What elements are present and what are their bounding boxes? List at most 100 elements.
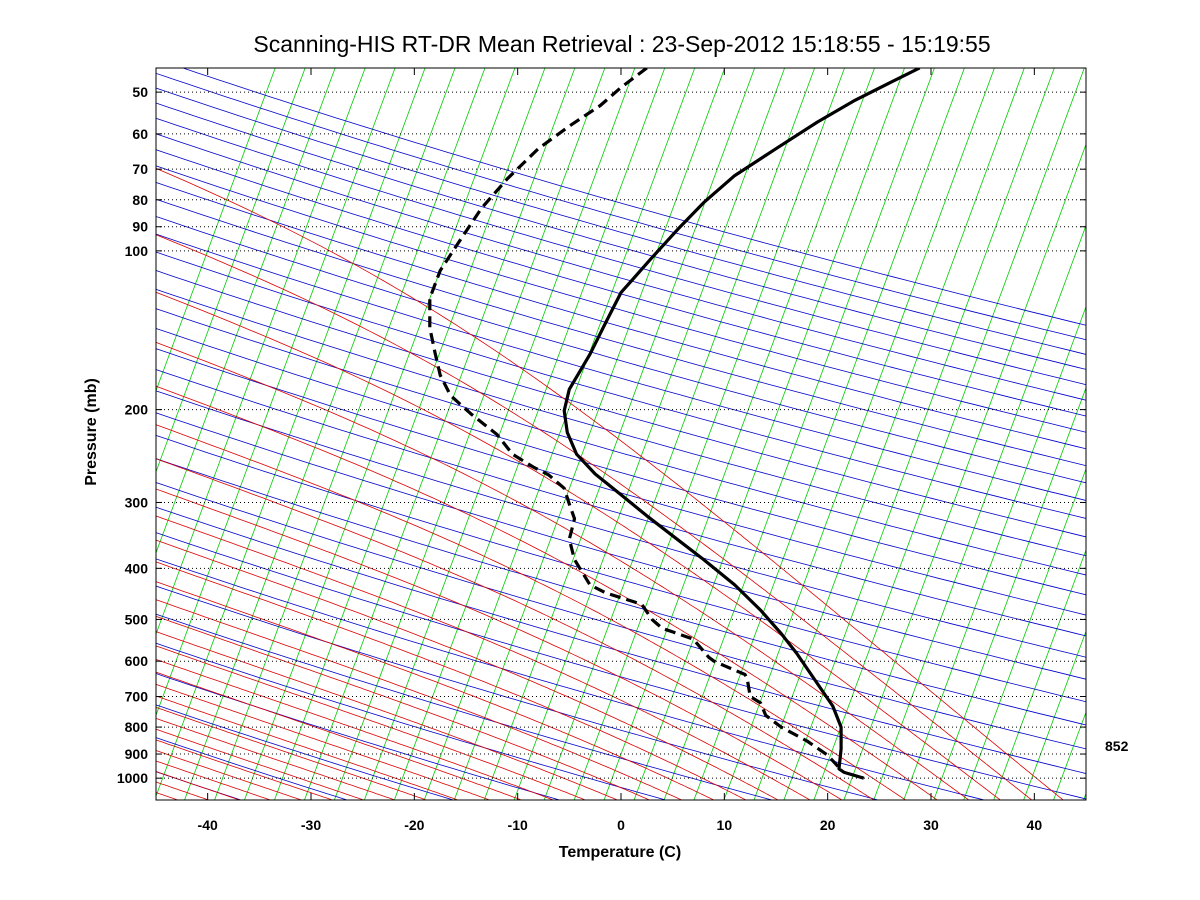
moist-adiabat-line — [156, 739, 334, 800]
mixing-ratio-line — [274, 68, 546, 800]
moist-adiabat-line — [156, 671, 523, 800]
x-tick-label: 10 — [717, 817, 733, 833]
moist-adiabat-line — [156, 615, 651, 800]
x-tick-label: -10 — [508, 817, 528, 833]
dry-adiabat-line — [156, 133, 1086, 401]
dry-adiabat-line — [156, 585, 880, 800]
y-tick-label: 100 — [125, 243, 149, 259]
moist-adiabat-line — [156, 458, 875, 800]
dewpoint-profile-line — [428, 68, 840, 768]
temperature-profile-line — [562, 68, 921, 780]
y-tick-label: 500 — [125, 611, 149, 627]
profiles — [428, 68, 921, 780]
moist-adiabat-line — [156, 488, 843, 800]
mixing-ratio-line — [663, 68, 935, 800]
mixing-ratio-line — [1023, 630, 1086, 800]
y-axis-ticks: 50 60 70 80 90 100 200 300 400 500 600 700 800 900 100… — [117, 84, 1086, 786]
dry-adiabat-line — [156, 165, 1086, 433]
moist-adiabat-line — [156, 781, 210, 800]
dry-adiabat-line — [156, 102, 1086, 370]
y-tick-label: 70 — [132, 161, 148, 177]
dry-adiabat-line — [156, 181, 1086, 450]
mixing-ratio-line — [903, 305, 1086, 800]
x-tick-label: 40 — [1027, 817, 1043, 833]
moist-adiabat-line — [156, 539, 779, 800]
mixing-ratio-line — [603, 68, 875, 800]
mixing-ratio-line — [363, 68, 636, 800]
y-tick-label: 400 — [125, 560, 149, 576]
moist-adiabat-line — [156, 341, 970, 800]
dry-adiabat-line — [156, 288, 1086, 557]
moist-adiabat-line — [156, 234, 1033, 800]
dry-adiabat-line — [156, 434, 1086, 703]
plot-area — [155, 67, 1087, 801]
y-tick-label: 80 — [132, 192, 148, 208]
y-tick-label: 200 — [125, 402, 149, 418]
moist-adiabat-line — [156, 750, 303, 800]
dry-adiabat-line — [156, 412, 1086, 680]
x-axis-label: Temperature (C) — [559, 844, 681, 861]
y-tick-label: 600 — [125, 653, 149, 669]
moist-adiabat-line — [156, 581, 715, 800]
mixing-ratio-line — [633, 68, 905, 800]
pressure-grid — [156, 91, 1086, 779]
x-tick-label: -20 — [404, 817, 424, 833]
moist-adiabat-line — [156, 515, 811, 800]
moist-adiabat-line — [156, 645, 587, 800]
side-annotation: 852 — [1105, 738, 1129, 754]
chart-title: Scanning-HIS RT-DR Mean Retrieval : 23-S… — [253, 31, 990, 57]
mixing-ratio-line — [753, 68, 1025, 800]
mixing-ratio-line — [423, 68, 696, 800]
y-tick-label: 900 — [125, 746, 149, 762]
dry-adiabat-line — [156, 673, 561, 800]
y-axis-label: Pressure (mb) — [83, 378, 100, 486]
dry-adiabat-line — [156, 532, 1086, 800]
moist-adiabat-line — [156, 706, 428, 800]
dry-adiabat-line — [156, 216, 1086, 484]
y-tick-label: 1000 — [117, 770, 148, 786]
moist-adiabat-line — [156, 631, 619, 800]
dry-adiabat-line — [156, 251, 1086, 519]
y-tick-label: 60 — [132, 126, 148, 142]
mixing-ratio-line — [156, 68, 396, 717]
background-lines — [156, 68, 1086, 800]
y-tick-label: 90 — [132, 219, 148, 235]
mixing-ratio-line — [813, 68, 1085, 800]
moist-adiabat-line — [156, 658, 555, 800]
dry-adiabat-line — [156, 458, 1086, 726]
moist-adiabat-line — [156, 561, 747, 800]
dry-adiabat-line — [156, 198, 1086, 467]
mixing-ratio-line — [693, 68, 965, 800]
mixing-ratio-line — [993, 548, 1086, 800]
mixing-ratio-line — [156, 68, 426, 798]
moist-adiabat-line — [156, 385, 938, 800]
mixing-ratio-line — [483, 68, 756, 800]
mixing-ratio-line — [184, 68, 456, 800]
dry-adiabat-line — [181, 68, 1086, 326]
dry-adiabat-line — [156, 328, 1086, 596]
dry-adiabat-line — [156, 348, 1086, 616]
x-tick-label: -40 — [198, 817, 218, 833]
dry-adiabat-line — [156, 369, 1086, 637]
mixing-ratio-line — [873, 224, 1086, 800]
x-tick-label: 30 — [923, 817, 939, 833]
mixing-ratio-line — [214, 68, 486, 800]
y-tick-label: 700 — [125, 688, 149, 704]
dry-adiabat-line — [156, 558, 986, 800]
dry-adiabat-line — [156, 613, 774, 800]
mixing-ratio-line — [723, 68, 995, 800]
moist-adiabat-line — [156, 167, 1064, 800]
mixing-ratio-line — [156, 68, 366, 636]
moist-adiabat-line — [156, 424, 907, 800]
dry-adiabat-line — [156, 72, 1086, 341]
x-axis-ticks: -40 -30 -20 -10 0 10 20 30 40 — [198, 68, 1043, 833]
mixing-ratio-line — [333, 68, 606, 800]
y-tick-label: 800 — [125, 719, 149, 735]
moist-adiabat-line — [156, 728, 365, 800]
mixing-ratio-line — [156, 68, 336, 554]
dry-adiabat-line — [156, 308, 1086, 576]
moist-adiabat-line — [156, 695, 460, 800]
mixing-ratio-line — [933, 386, 1086, 800]
moist-adiabat-line — [156, 683, 491, 800]
